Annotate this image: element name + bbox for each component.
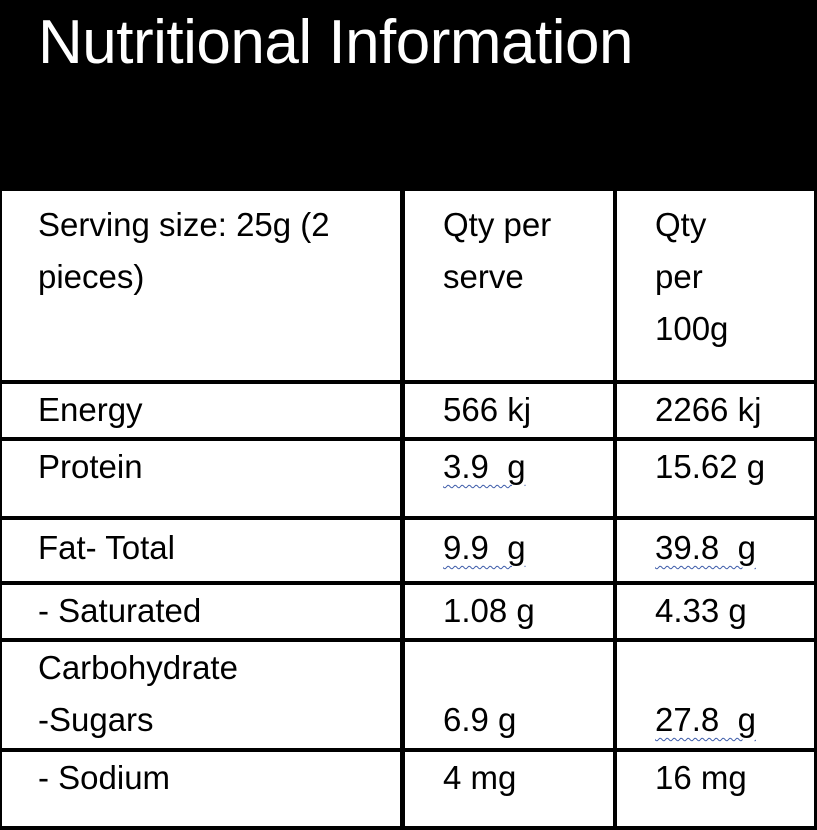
row-label-saturated: - Saturated — [2, 585, 400, 638]
row-label-sodium: - Sodium — [2, 752, 400, 826]
row-label-energy: Energy — [2, 384, 400, 437]
fat-label: Fat- Total — [38, 529, 175, 566]
row-serve-protein: 3.9 g — [405, 441, 613, 516]
sugars-100g: 27.8 g — [655, 701, 756, 738]
row-serve-energy: 566 kj — [405, 384, 613, 437]
protein-100g: 15.62 g — [655, 448, 766, 485]
sodium-label: - Sodium — [38, 759, 171, 796]
fat-serve: 9.9 g — [443, 529, 526, 566]
qty-per-100g-line3: 100g — [655, 310, 729, 347]
sugars-serve: 6.9 g — [443, 701, 517, 738]
qty-per-serve-header: Qty per serve — [405, 191, 613, 380]
serving-size-cell: Serving size: 25g (2 pieces) — [2, 191, 400, 380]
energy-label: Energy — [38, 391, 143, 428]
saturated-100g: 4.33 g — [655, 592, 747, 629]
qty-per-serve-label: Qty per serve — [443, 206, 552, 295]
qty-per-100g-line2: per — [655, 258, 703, 295]
sodium-100g: 16 mg — [655, 759, 747, 796]
row-100g-sugars: 27.8 g — [617, 642, 814, 748]
energy-100g: 2266 kj — [655, 391, 762, 428]
sugars-label: -Sugars — [38, 701, 154, 738]
row-serve-sugars: 6.9 g — [405, 642, 613, 748]
sodium-serve: 4 mg — [443, 759, 517, 796]
row-serve-fat: 9.9 g — [405, 520, 613, 581]
title-banner: Nutritional Information — [0, 0, 817, 188]
qty-per-100g-header: Qty per 100g — [617, 191, 814, 380]
row-label-protein: Protein — [2, 441, 400, 516]
row-serve-sodium: 4 mg — [405, 752, 613, 826]
row-100g-protein: 15.62 g — [617, 441, 814, 516]
saturated-label: - Saturated — [38, 592, 202, 629]
qty-per-100g-line1: Qty — [655, 206, 707, 243]
carbohydrate-label: Carbohydrate — [38, 649, 238, 686]
energy-serve: 566 kj — [443, 391, 532, 428]
fat-100g: 39.8 g — [655, 529, 756, 566]
serving-size-label: Serving size: 25g (2 pieces) — [38, 206, 330, 295]
saturated-serve: 1.08 g — [443, 592, 535, 629]
page-title: Nutritional Information — [38, 8, 634, 77]
row-100g-saturated: 4.33 g — [617, 585, 814, 638]
row-100g-energy: 2266 kj — [617, 384, 814, 437]
protein-serve: 3.9 g — [443, 448, 526, 485]
row-100g-sodium: 16 mg — [617, 752, 814, 826]
row-serve-saturated: 1.08 g — [405, 585, 613, 638]
row-label-fat: Fat- Total — [2, 520, 400, 581]
protein-label: Protein — [38, 448, 143, 485]
row-label-carbohydrate: Carbohydrate -Sugars — [2, 642, 400, 748]
row-100g-fat: 39.8 g — [617, 520, 814, 581]
